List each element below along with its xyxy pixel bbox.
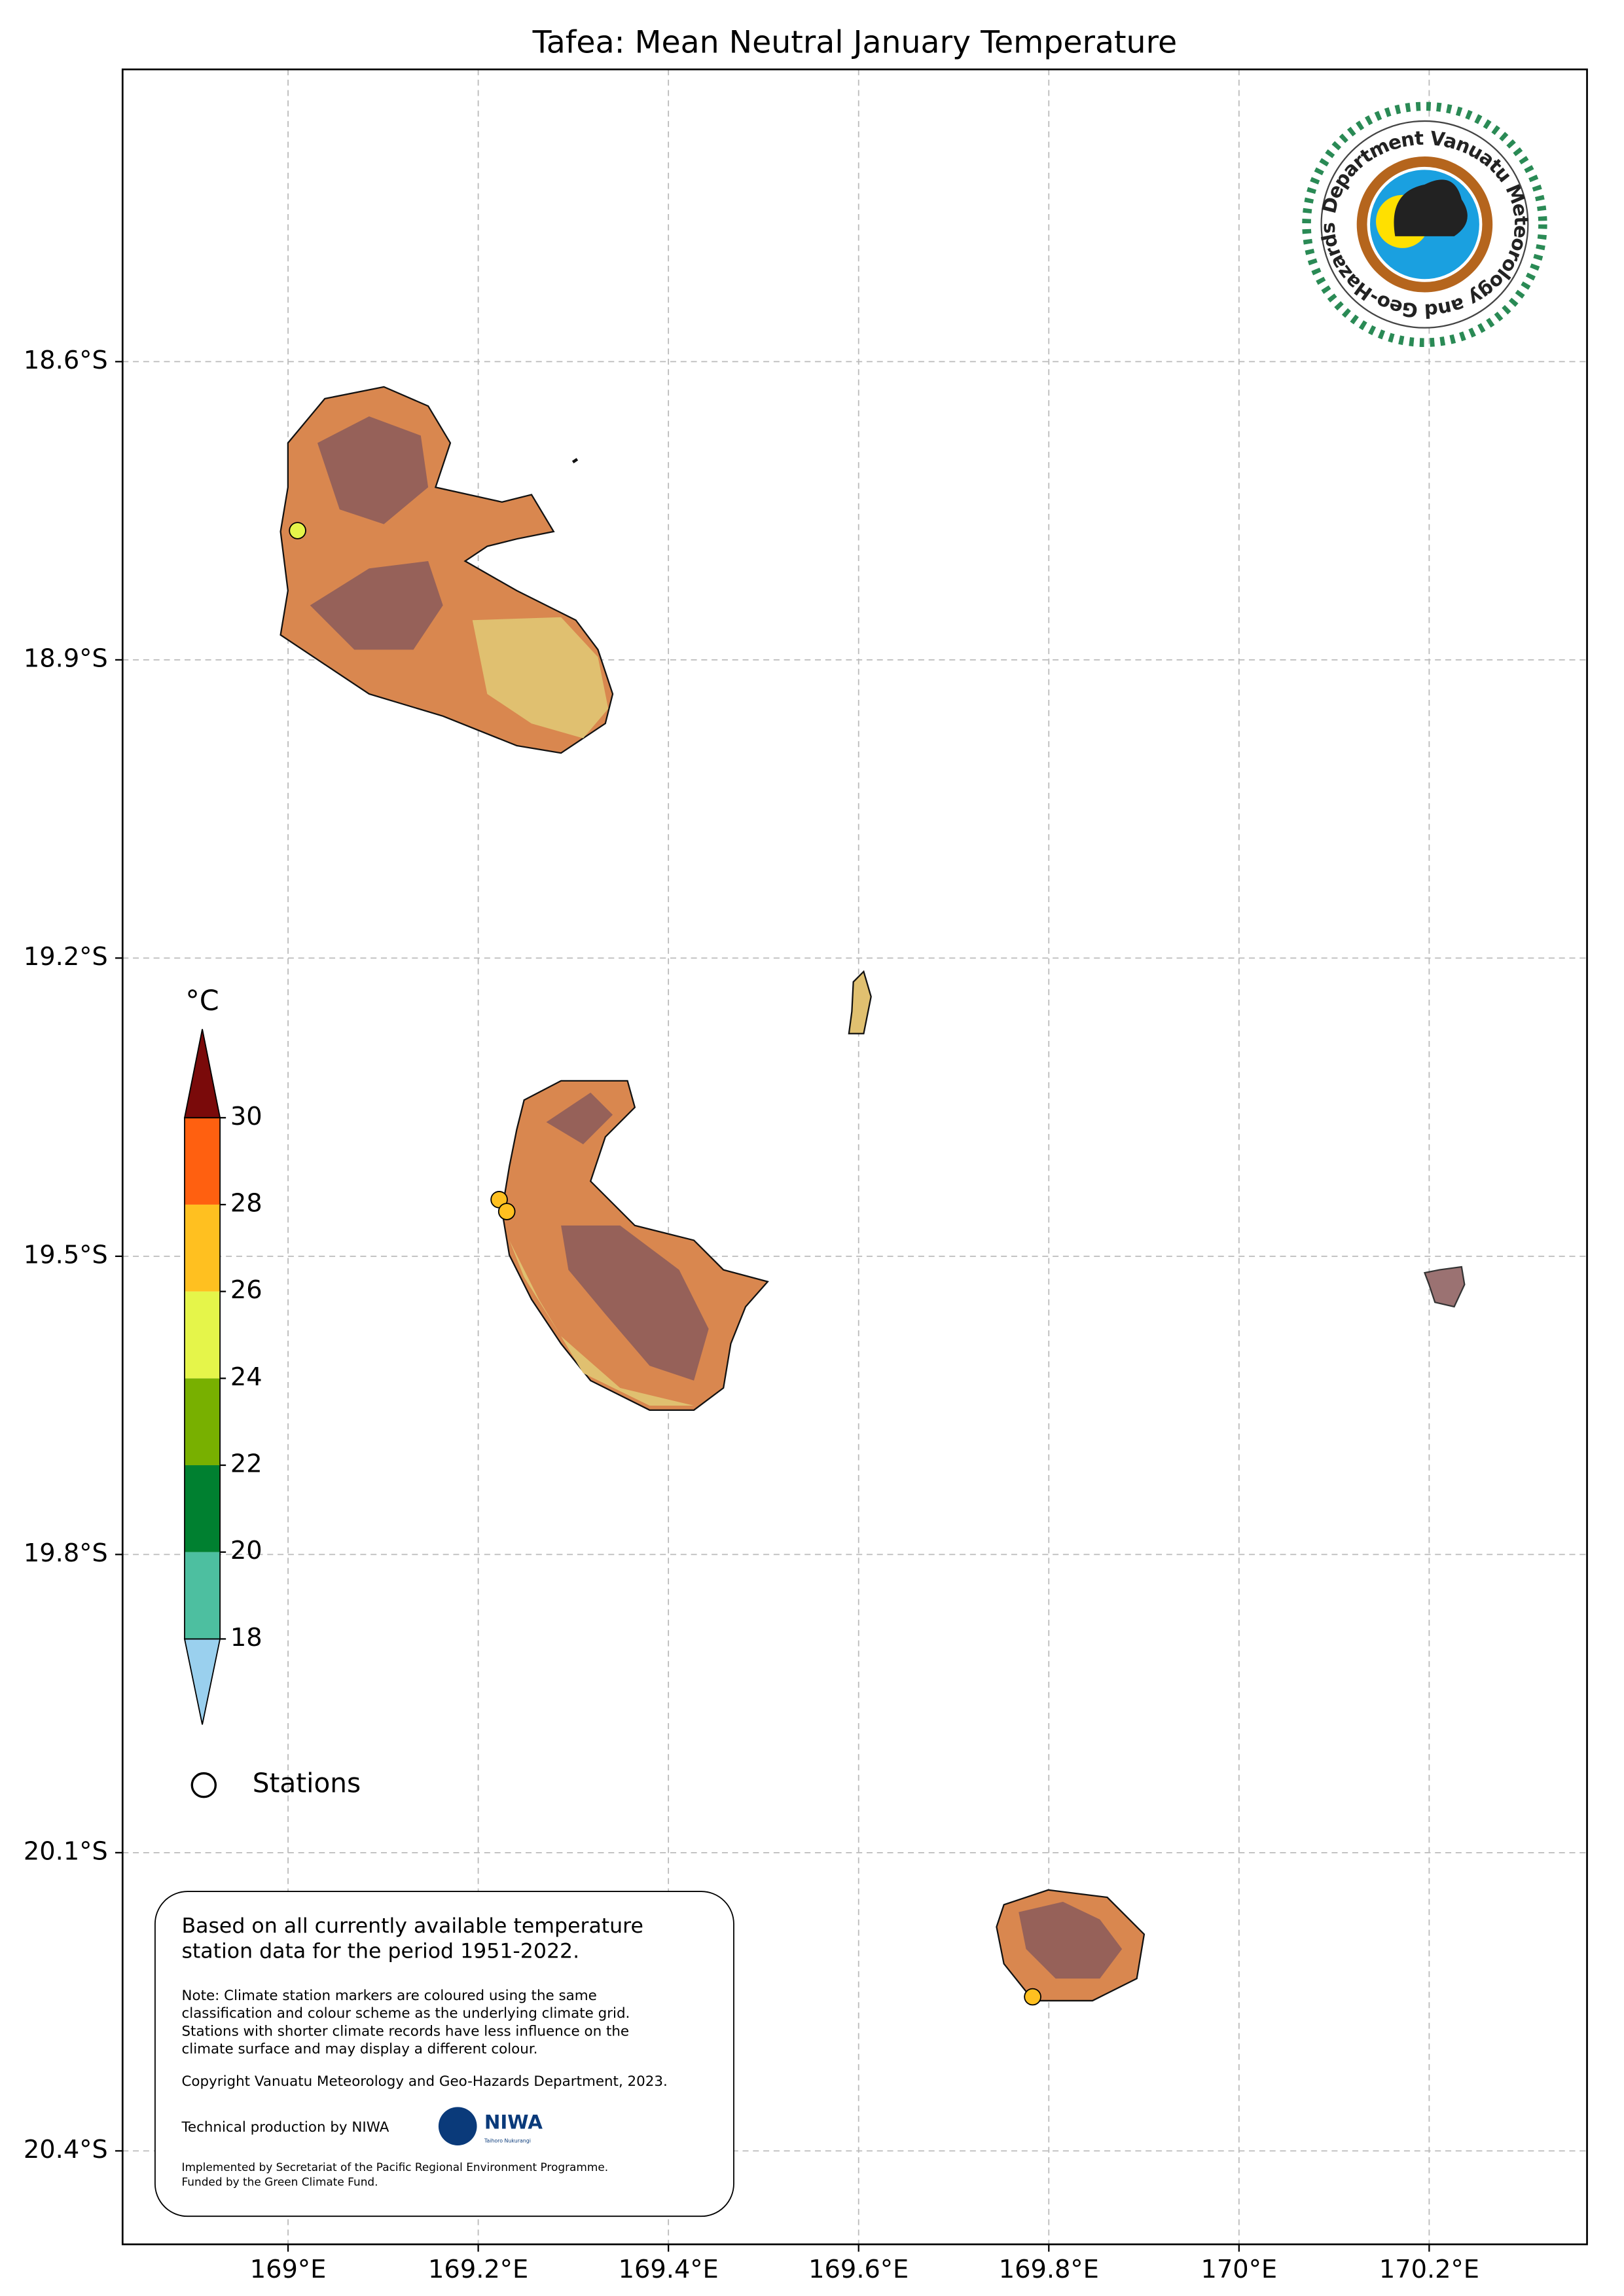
station [497, 1203, 516, 1220]
y-tick-label: 20.1°S [24, 1836, 108, 1866]
plot-frame [121, 68, 1588, 2246]
x-tick-label: 170.2°E [1379, 2255, 1479, 2284]
futuna [1423, 1266, 1466, 1308]
funding: Implemented by Secretariat of the Pacifi… [181, 2160, 608, 2174]
note-lead: station data for the period 1951-2022. [181, 1940, 579, 1963]
lowland [472, 617, 609, 738]
aniwa [848, 970, 872, 1034]
colorbar-unit: °C [185, 985, 219, 1017]
x-tick-label: 169.8°E [999, 2255, 1099, 2284]
y-tick-label: 19.2°S [24, 942, 108, 972]
legend-marker [190, 1772, 217, 1798]
note-lead: Based on all currently available tempera… [181, 1914, 643, 1938]
colorbar-label: 28 [230, 1188, 262, 1218]
station [289, 522, 306, 539]
colorbar-label: 22 [230, 1449, 262, 1479]
y-tick-label: 19.8°S [24, 1539, 108, 1568]
y-tick-label: 18.9°S [24, 644, 108, 673]
x-tick-label: 169.2°E [428, 2255, 528, 2284]
logo-cloud [1394, 179, 1468, 236]
x-tick-label: 169°E [250, 2255, 327, 2284]
note-box [154, 1891, 734, 2217]
note-detail: climate surface and may display a differ… [181, 2041, 537, 2057]
highland [1019, 1901, 1123, 1979]
islet [571, 458, 579, 464]
y-tick-label: 18.6°S [24, 346, 108, 375]
x-tick-label: 169.4°E [619, 2255, 719, 2284]
highland [310, 416, 443, 650]
colorbar-label: 24 [230, 1362, 262, 1392]
colorbar-label: 18 [230, 1623, 262, 1652]
production: Technical production by NIWA [181, 2119, 389, 2136]
copyright: Copyright Vanuatu Meteorology and Geo-Ha… [181, 2073, 667, 2090]
laurel [1302, 101, 1547, 347]
y-tick-label: 19.5°S [24, 1240, 108, 1269]
y-tick-label: 20.4°S [24, 2135, 108, 2164]
colorbar-label: 26 [230, 1275, 262, 1305]
colorbar-label: 20 [230, 1536, 262, 1565]
colorbar-label: 30 [230, 1102, 262, 1131]
logo: Department Vanuatu Meteorology and Geo-H… [1302, 101, 1547, 347]
colorbar-segment [184, 1118, 221, 1205]
islands [280, 386, 1466, 2002]
colorbar-segment [184, 1291, 221, 1379]
niwa-logo: NIWA [484, 2111, 543, 2134]
x-tick-label: 169.6°E [808, 2255, 909, 2284]
title: Tafea: Mean Neutral January Temperature [532, 25, 1178, 61]
niwa-emblem [438, 2107, 477, 2145]
highland [546, 1092, 709, 1381]
colorbar-segment [184, 1378, 221, 1466]
niwa-sub: Taihoro Nukurangi [484, 2138, 531, 2144]
funding: Funded by the Green Climate Fund. [181, 2175, 378, 2188]
legend-label: Stations [253, 1768, 361, 1799]
note-detail: Stations with shorter climate records ha… [181, 2023, 629, 2039]
colorbar-segment [184, 1465, 221, 1552]
station [1024, 1988, 1041, 2006]
colorbar-segment [184, 1204, 221, 1292]
lowland [509, 1240, 695, 1406]
colorbar-segment [184, 1552, 221, 1639]
note-detail: Note: Climate station markers are colour… [181, 1988, 596, 2004]
note-detail: classification and colour scheme as the … [181, 2005, 630, 2022]
x-tick-label: 170°E [1201, 2255, 1278, 2284]
